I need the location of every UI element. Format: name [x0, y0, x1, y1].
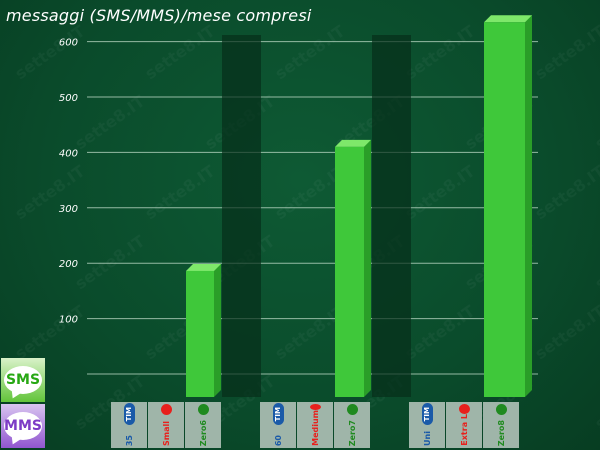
- watermark: sette8.IT: [271, 21, 348, 83]
- three-logo-icon: [346, 404, 358, 415]
- operator-tile: TIM 35: [111, 402, 147, 448]
- tile-label: Zero8: [496, 419, 506, 446]
- tile-label: Zero7: [347, 419, 357, 446]
- y-tick-label: 400: [59, 148, 78, 159]
- tim-logo-icon: TIM: [272, 403, 284, 425]
- watermark: sette8.IT: [141, 21, 218, 83]
- tile-label: Small: [161, 421, 171, 446]
- watermark: sette8.IT: [71, 231, 148, 293]
- watermark: sette8.IT: [591, 91, 600, 153]
- bar-zero6: [186, 270, 214, 397]
- operator-tile: TIM Uni: [409, 402, 445, 448]
- bar-top: [484, 15, 532, 23]
- bar-side: [364, 139, 371, 398]
- watermark: sette8.IT: [401, 21, 478, 83]
- watermark: sette8.IT: [531, 161, 600, 223]
- operator-tile: Zero8: [483, 402, 519, 448]
- watermark: sette8.IT: [401, 161, 478, 223]
- mms-label: MMS: [4, 412, 42, 440]
- three-logo-icon: [197, 404, 209, 415]
- tile-label: Medium: [310, 410, 320, 446]
- bar-zero8: [484, 22, 525, 398]
- bar-top: [186, 263, 221, 271]
- bar-top: [335, 139, 371, 147]
- y-tick-label: 100: [59, 315, 78, 326]
- shadow-column: [372, 35, 411, 397]
- operator-tile: Zero6: [185, 402, 221, 448]
- operator-tile: Small: [148, 402, 184, 448]
- tim-logo-icon: TIM: [123, 403, 135, 425]
- watermark: sette8.IT: [141, 161, 218, 223]
- bar-side: [214, 263, 221, 397]
- vodafone-logo-icon: [160, 404, 172, 415]
- tile-label: 60: [273, 434, 283, 446]
- operator-tile: Extra L: [446, 402, 482, 448]
- tile-label: Uni: [422, 431, 432, 446]
- vodafone-logo-icon: [458, 404, 470, 415]
- watermark: sette8.IT: [591, 371, 600, 433]
- y-tick-label: 300: [59, 204, 78, 215]
- watermark: sette8.IT: [11, 301, 88, 363]
- tim-logo-icon: TIM: [421, 403, 433, 425]
- tile-label: Extra L: [459, 414, 469, 446]
- tim-logo-text: TIM: [124, 406, 133, 422]
- y-tick-label: 200: [59, 259, 78, 270]
- mms-icon: MMS: [1, 404, 45, 448]
- watermark: sette8.IT: [531, 301, 600, 363]
- tile-label: Zero6: [198, 419, 208, 446]
- three-logo-icon: [495, 404, 507, 415]
- operator-tile: Zero7: [334, 402, 370, 448]
- tim-logo-text: TIM: [273, 406, 282, 422]
- tile-label: 35: [124, 434, 134, 446]
- y-tick-label: 500: [59, 93, 78, 104]
- bar-zero7: [335, 146, 364, 397]
- operator-tile: Medium: [297, 402, 333, 448]
- watermark: sette8.IT: [531, 21, 600, 83]
- shadow-column: [222, 35, 261, 397]
- sms-icon: SMS: [1, 358, 45, 402]
- watermark: sette8.IT: [71, 91, 148, 153]
- chart-title: messaggi (SMS/MMS)/mese compresi: [6, 6, 312, 25]
- y-tick-label: 600: [59, 38, 78, 49]
- watermark: sette8.IT: [401, 301, 478, 363]
- vodafone-logo-icon: [309, 404, 321, 411]
- watermark: sette8.IT: [11, 21, 88, 83]
- watermark: sette8.IT: [591, 231, 600, 293]
- operator-tile: TIM 60: [260, 402, 296, 448]
- tim-logo-text: TIM: [422, 406, 431, 422]
- sms-label: SMS: [4, 366, 42, 394]
- bar-side: [525, 15, 532, 398]
